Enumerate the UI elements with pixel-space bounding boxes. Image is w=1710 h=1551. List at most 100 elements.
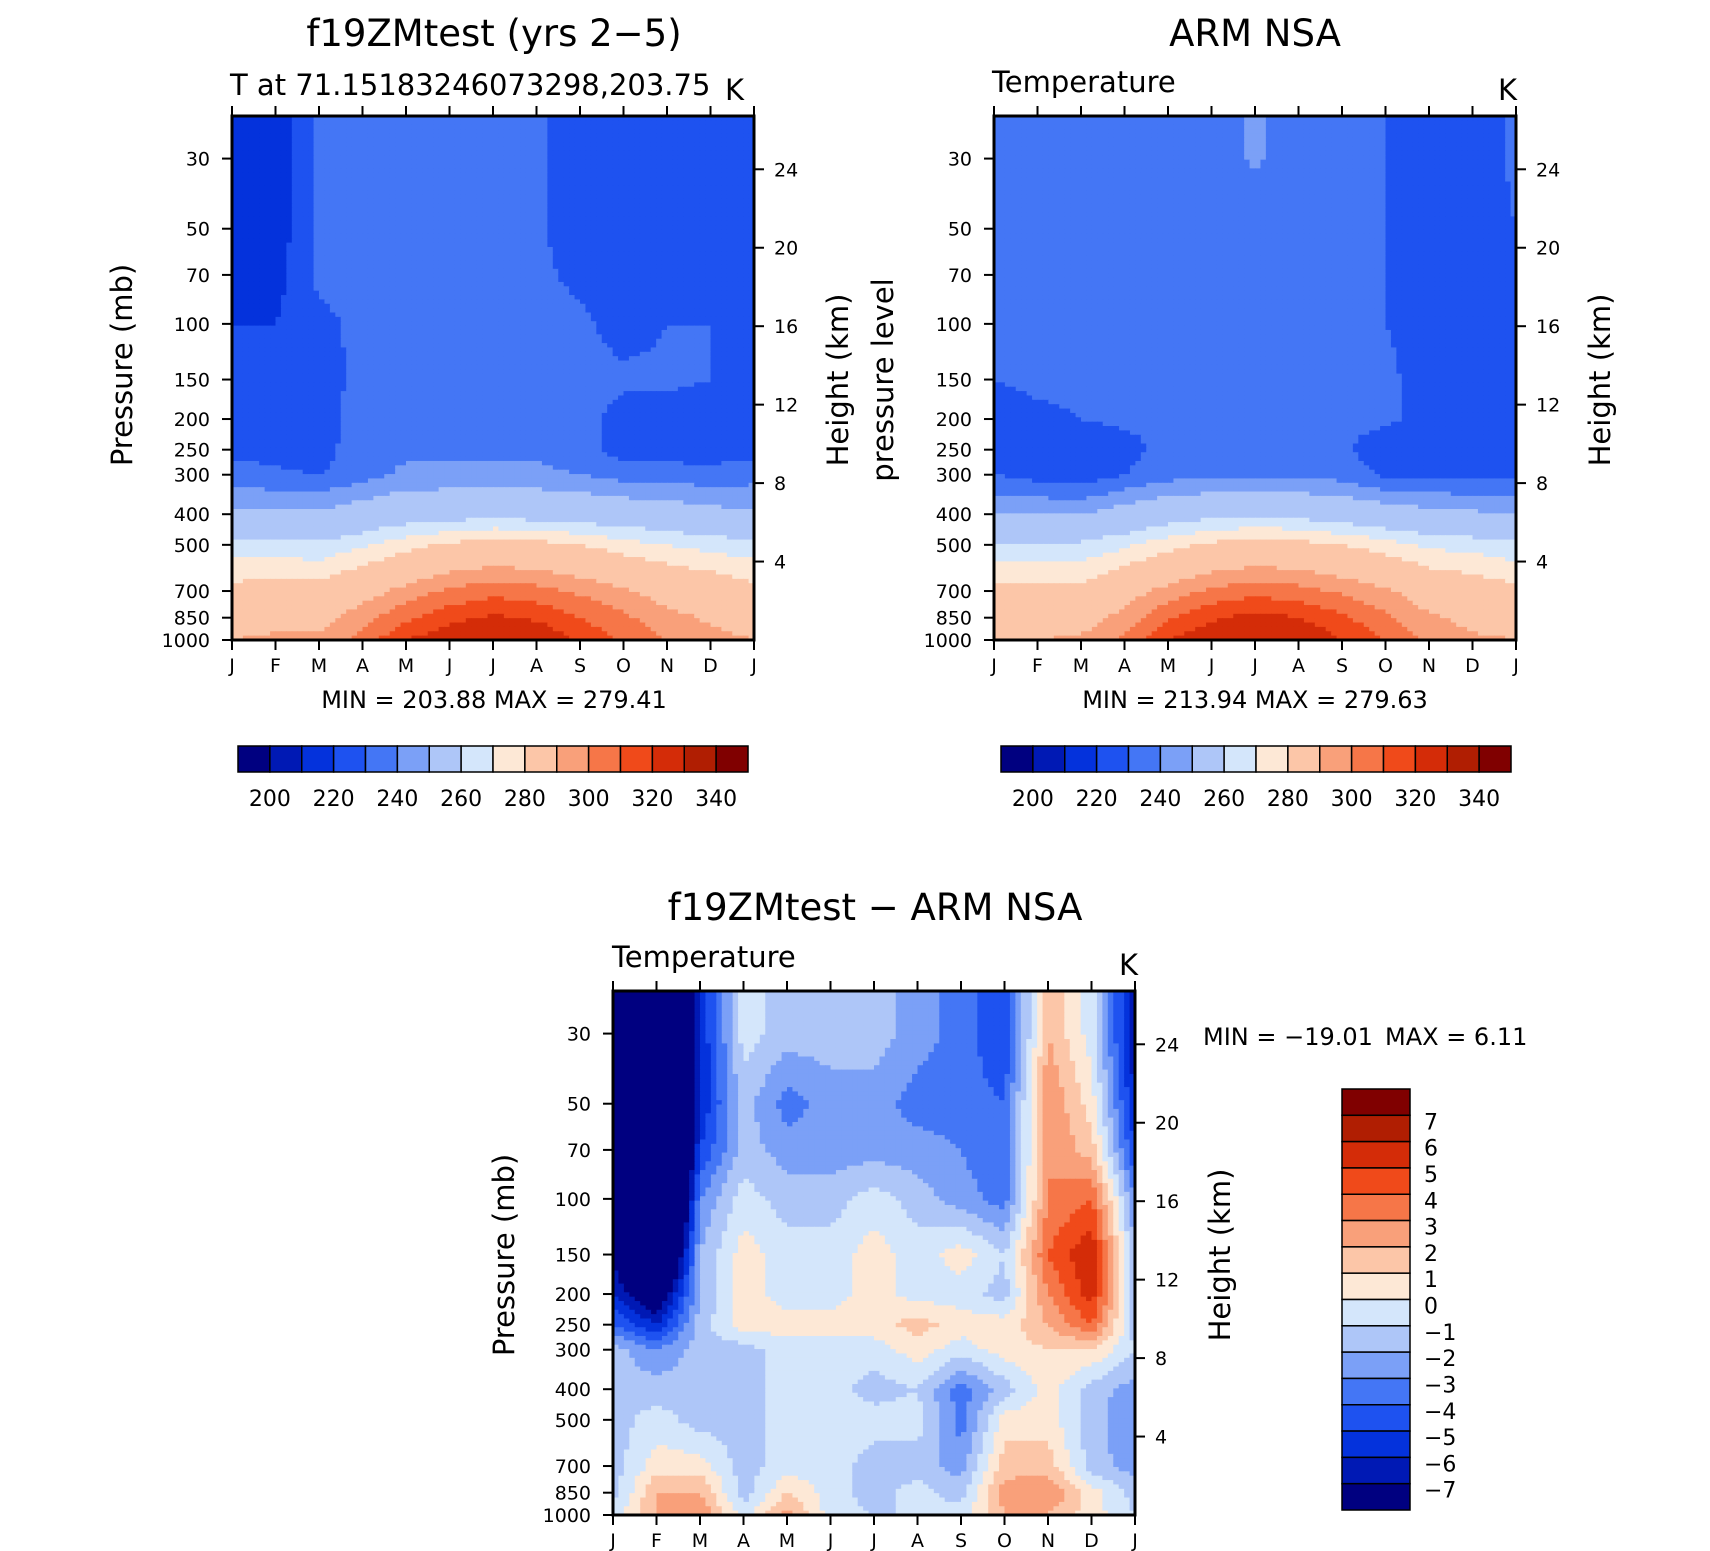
contour-cell bbox=[400, 129, 407, 135]
contour-cell bbox=[346, 264, 353, 270]
contour-cell bbox=[308, 120, 315, 126]
contour-cell bbox=[743, 247, 750, 252]
contour-cell bbox=[531, 321, 538, 327]
contour-cell bbox=[264, 190, 271, 196]
contour-cell bbox=[362, 268, 369, 274]
contour-cell bbox=[406, 137, 413, 143]
contour-cell bbox=[313, 338, 320, 344]
contour-cell bbox=[520, 212, 527, 218]
contour-cell bbox=[411, 312, 418, 318]
contour-cell bbox=[427, 177, 434, 183]
contour-cell bbox=[329, 190, 336, 196]
contour-cell bbox=[650, 212, 657, 218]
contour-cell bbox=[596, 207, 603, 213]
contour-cell bbox=[449, 321, 456, 327]
contour-cell bbox=[715, 172, 722, 178]
contour-cell bbox=[465, 247, 472, 252]
contour-cell bbox=[248, 338, 255, 344]
contour-cell bbox=[237, 155, 244, 161]
contour-cell bbox=[536, 198, 543, 204]
contour-cell bbox=[400, 177, 407, 183]
contour-cell bbox=[601, 338, 608, 344]
contour-cell bbox=[661, 177, 668, 183]
contour-cell bbox=[569, 129, 576, 135]
contour-cell bbox=[694, 194, 701, 200]
contour-cell bbox=[634, 146, 641, 152]
contour-cell bbox=[367, 133, 374, 139]
contour-cell bbox=[471, 155, 478, 161]
contour-cell bbox=[683, 216, 690, 222]
contour-cell bbox=[280, 286, 287, 292]
contour-cell bbox=[552, 159, 559, 165]
contour-cell bbox=[541, 159, 548, 165]
contour-cell bbox=[351, 316, 358, 322]
contour-cell bbox=[427, 277, 434, 283]
contour-cell bbox=[275, 255, 282, 261]
contour-cell bbox=[340, 142, 347, 148]
contour-cell bbox=[509, 164, 516, 169]
contour-cell bbox=[645, 329, 652, 335]
contour-cell bbox=[335, 194, 342, 200]
contour-cell bbox=[645, 177, 652, 183]
contour-cell bbox=[237, 150, 244, 156]
contour-cell bbox=[514, 316, 521, 322]
contour-cell bbox=[672, 334, 679, 340]
contour-cell bbox=[514, 129, 521, 135]
contour-cell bbox=[280, 168, 287, 174]
contour-cell bbox=[482, 133, 489, 139]
contour-cell bbox=[253, 137, 260, 143]
contour-cell bbox=[400, 242, 407, 248]
contour-cell bbox=[416, 299, 423, 305]
contour-cell bbox=[607, 212, 614, 218]
contour-cell bbox=[406, 212, 413, 218]
contour-cell bbox=[498, 190, 505, 196]
contour-cell bbox=[406, 277, 413, 283]
contour-cell bbox=[503, 308, 510, 314]
contour-cell bbox=[541, 295, 548, 300]
contour-cell bbox=[737, 194, 744, 200]
contour-cell bbox=[536, 268, 543, 274]
contour-cell bbox=[493, 295, 500, 300]
contour-cell bbox=[291, 150, 298, 156]
contour-cell bbox=[612, 338, 619, 344]
contour-cell bbox=[476, 338, 483, 344]
contour-cell bbox=[699, 129, 706, 135]
contour-cell bbox=[520, 338, 527, 344]
contour-cell bbox=[335, 164, 342, 169]
contour-cell bbox=[715, 281, 722, 287]
contour-cell bbox=[541, 137, 548, 143]
contour-cell bbox=[232, 225, 239, 231]
contour-cell bbox=[232, 198, 239, 204]
contour-cell bbox=[525, 220, 532, 226]
contour-cell bbox=[378, 268, 385, 274]
contour-cell bbox=[373, 159, 380, 165]
contour-cell bbox=[427, 194, 434, 200]
contour-cell bbox=[460, 308, 467, 314]
contour-cell bbox=[563, 194, 570, 200]
contour-cell bbox=[590, 129, 597, 135]
contour-cell bbox=[471, 225, 478, 231]
contour-cell bbox=[302, 225, 309, 231]
contour-cell bbox=[395, 299, 402, 305]
contour-cell bbox=[275, 133, 282, 139]
contour-cell bbox=[297, 181, 304, 187]
contour-cell bbox=[389, 238, 396, 244]
contour-cell bbox=[460, 299, 467, 305]
contour-cell bbox=[650, 299, 657, 305]
contour-cell bbox=[319, 198, 326, 204]
contour-cell bbox=[373, 120, 380, 126]
contour-cell bbox=[487, 290, 494, 296]
contour-cell bbox=[509, 168, 516, 174]
contour-cell bbox=[547, 146, 554, 152]
contour-cell bbox=[531, 334, 538, 340]
contour-cell bbox=[438, 251, 445, 257]
contour-cell bbox=[552, 251, 559, 257]
contour-cell bbox=[438, 334, 445, 340]
contour-cell bbox=[471, 290, 478, 296]
contour-cell bbox=[645, 325, 652, 331]
contour-cell bbox=[411, 229, 418, 235]
contour-cell bbox=[324, 190, 331, 196]
contour-cell bbox=[650, 142, 657, 148]
contour-cell bbox=[346, 146, 353, 152]
contour-cell bbox=[253, 329, 260, 335]
